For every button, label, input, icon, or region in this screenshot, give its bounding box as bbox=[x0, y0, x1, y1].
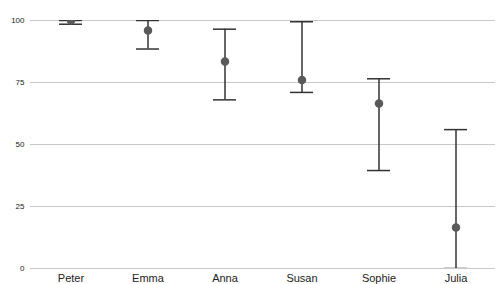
svg-text:Susan: Susan bbox=[286, 272, 317, 284]
svg-text:Peter: Peter bbox=[58, 272, 85, 284]
svg-text:50: 50 bbox=[16, 140, 25, 149]
svg-text:Emma: Emma bbox=[132, 272, 165, 284]
svg-text:100: 100 bbox=[11, 16, 25, 25]
svg-text:25: 25 bbox=[16, 202, 25, 211]
svg-text:0: 0 bbox=[20, 264, 25, 273]
svg-text:Sophie: Sophie bbox=[362, 272, 396, 284]
svg-text:75: 75 bbox=[16, 78, 25, 87]
svg-text:Anna: Anna bbox=[212, 272, 239, 284]
svg-text:Julia: Julia bbox=[445, 272, 469, 284]
